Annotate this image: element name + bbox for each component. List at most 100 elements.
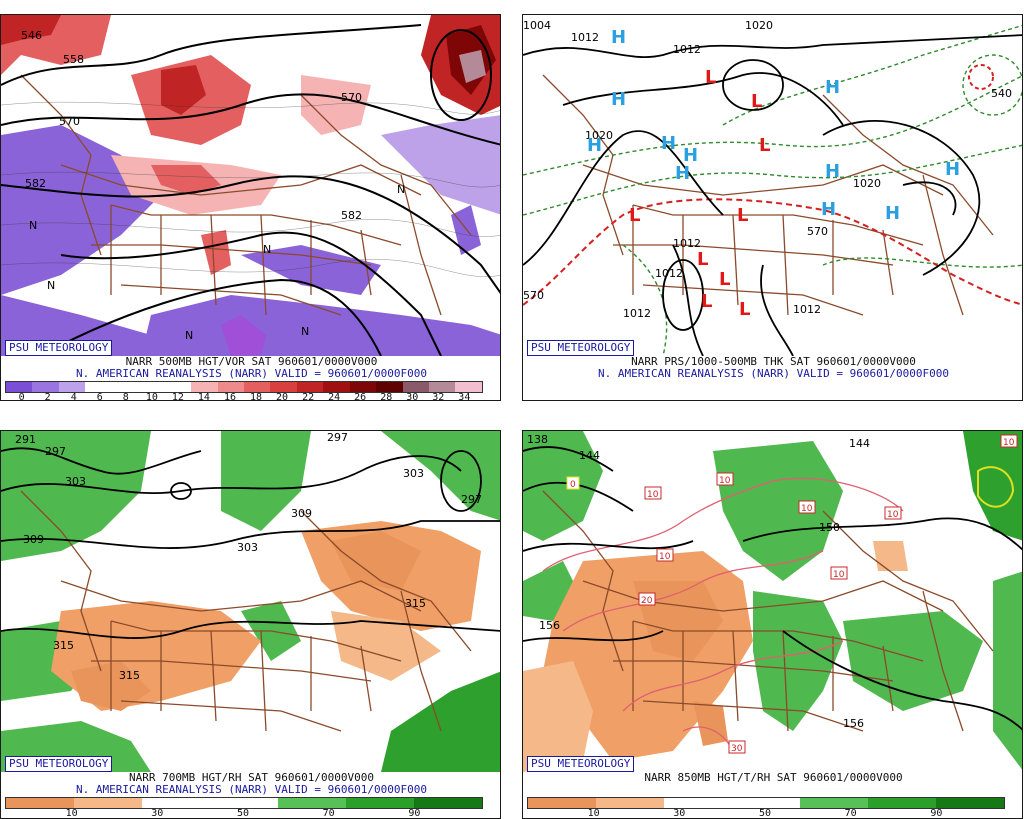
low-pressure-marker: L [705,67,716,88]
contour-label: 156 [843,717,864,730]
contour-label: 138 [527,433,548,446]
rh-colorbar [527,797,1005,809]
colorbar-swatch [414,798,482,808]
high-pressure-marker: H [825,77,840,98]
colorbar-swatch [164,382,192,392]
map-500mb: 546 558 570 570 582 582 N N N N N N [1,15,500,356]
temperature-label: 0 [570,480,576,490]
colorbar-tick-label: 10 [65,808,78,819]
rh-colorbar [5,797,483,809]
panel-title: NARR 500MB HGT/VOR SAT 960601/0000V000 [125,355,378,368]
map-pressure-thickness: 1004 1012 1012 1020 1020 1012 1012 1012 … [523,15,1022,356]
colorbar-swatch [346,798,414,808]
colorbar-swatch [142,798,210,808]
colorbar-tick-label: 10 [587,808,600,819]
vort-min-label: N [301,325,309,338]
panel-subtitle: N. AMERICAN REANALYSIS (NARR) VALID = 96… [76,367,427,380]
panel-subtitle: N. AMERICAN REANALYSIS (NARR) VALID = 96… [598,367,949,380]
colorbar-tick-label: 16 [223,392,236,401]
colorbar-swatch [32,382,59,392]
high-pressure-marker: H [885,203,900,224]
contour-label: 150 [819,521,840,534]
low-pressure-marker: L [739,299,750,320]
isobar-label: 1020 [745,19,773,32]
contour-label: 144 [849,437,870,450]
vort-min-label: N [185,329,193,342]
map-700mb: 291 297 303 309 303 309 303 297 315 315 … [1,431,500,772]
contour-label: 315 [119,669,140,682]
colorbar-tick-label: 6 [96,392,103,401]
colorbar-tick-label: 50 [236,808,250,819]
colorbar-tick-label: 0 [18,392,25,401]
low-pressure-marker: L [737,205,748,226]
colorbar-tick-label: 90 [408,808,421,819]
colorbar-tick-label: 50 [758,808,772,819]
colorbar-swatch [402,382,429,392]
panel-pressure-thickness: 1004 1012 1012 1020 1020 1012 1012 1012 … [522,14,1023,401]
colorbar-tick-label: 90 [930,808,943,819]
colorbar-tick-label: 26 [354,392,367,401]
colorbar-swatch [376,382,403,392]
colorbar-swatch [323,382,350,392]
temperature-label: 10 [719,476,731,486]
isobar-label: 1020 [853,177,881,190]
isobar-label: 1012 [623,307,651,320]
high-pressure-marker: H [661,133,676,154]
vort-min-label: N [29,219,37,232]
rh-colorbar-ticks: 10 30 50 70 90 [523,808,1022,819]
colorbar-swatch [429,382,456,392]
colorbar-tick-label: 2 [44,392,51,401]
low-pressure-marker: L [701,291,712,312]
contour-label: 570 [59,115,80,128]
colorbar-tick-label: 22 [302,392,315,401]
colorbar-swatch [296,382,324,392]
vort-min-label: N [47,279,55,292]
contour-label: 558 [63,53,84,66]
vorticity-colorbar [5,381,483,393]
isobar-label: 1004 [523,19,551,32]
panel-700mb-rh: 291 297 303 309 303 309 303 297 315 315 … [0,430,501,819]
isobar-label: 1012 [673,237,701,250]
colorbar-swatch [138,382,165,392]
rh-colorbar-ticks: 10 30 50 70 90 [1,808,500,819]
low-pressure-marker: L [759,135,770,156]
contour-label: 546 [21,29,42,42]
colorbar-swatch [270,382,297,392]
contour-label: 309 [291,507,312,520]
colorbar-swatch [455,382,482,392]
thickness-label: 570 [807,225,828,238]
high-pressure-marker: H [611,27,626,48]
colorbar-swatch [800,798,868,808]
psu-meteorology-badge: PSU METEOROLOGY [527,756,635,772]
panel-title: NARR PRS/1000-500MB THK SAT 960601/0000V… [631,355,916,368]
low-pressure-marker: L [719,269,730,290]
temperature-label: 20 [641,596,653,606]
panel-title: NARR 700MB HGT/RH SAT 960601/0000V000 [128,771,375,784]
high-pressure-marker: H [825,161,840,182]
colorbar-tick-label: 32 [432,392,445,401]
colorbar-swatch [111,382,139,392]
high-pressure-marker: H [683,145,698,166]
isobar-label: 1020 [585,129,613,142]
colorbar-swatch [528,798,596,808]
colorbar-swatch [191,382,218,392]
panel-subtitle: N. AMERICAN REANALYSIS (NARR) VALID = 96… [76,783,427,796]
low-pressure-marker: L [751,91,762,112]
colorbar-swatch [868,798,936,808]
high-pressure-marker: H [945,159,960,180]
colorbar-tick-label: 34 [458,392,471,401]
colorbar-swatch [6,798,74,808]
high-pressure-marker: H [611,89,626,110]
vort-min-label: N [397,183,405,196]
colorbar-swatch [217,382,244,392]
temperature-label: 10 [801,504,813,514]
contour-label: 303 [237,541,258,554]
colorbar-tick-label: 8 [122,392,129,401]
contour-label: 297 [327,431,348,444]
colorbar-tick-label: 70 [322,808,335,819]
temperature-label: 10 [833,570,845,580]
thickness-label: 570 [523,289,544,302]
colorbar-swatch [664,798,732,808]
colorbar-tick-label: 14 [197,392,210,401]
colorbar-tick-label: 4 [70,392,77,401]
